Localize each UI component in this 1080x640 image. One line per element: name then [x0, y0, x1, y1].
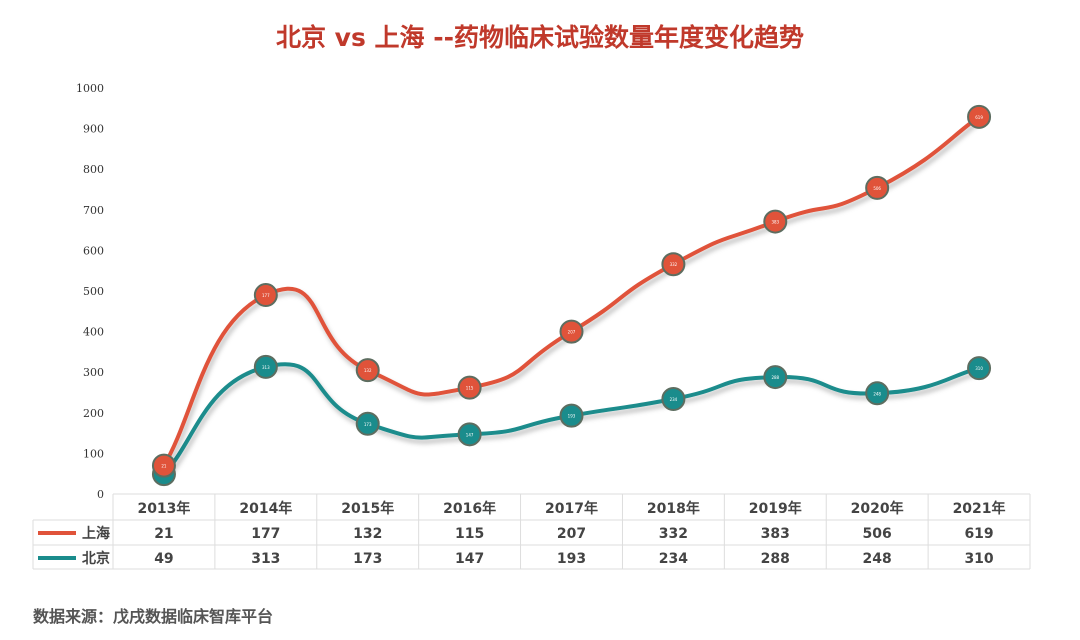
data-point-label: 234: [670, 397, 678, 402]
data-point-label: 173: [364, 422, 372, 427]
x-category-label: 2021年: [953, 500, 1006, 517]
table-cell: 313: [251, 551, 280, 567]
table-cell: 310: [964, 551, 993, 567]
data-point-label: 147: [466, 432, 474, 437]
table-cell: 173: [353, 551, 382, 567]
y-tick-label: 900: [83, 123, 104, 136]
chart-title: 北京 vs 上海 --药物临床试验数量年度变化趋势: [275, 23, 805, 52]
data-point-label: 207: [568, 330, 576, 335]
legend-label: 北京: [82, 550, 110, 567]
data-point[interactable]: [967, 104, 992, 129]
data-point[interactable]: [355, 358, 380, 383]
data-point[interactable]: [457, 375, 482, 400]
data-point[interactable]: [763, 365, 788, 390]
y-tick-label: 700: [83, 204, 104, 217]
table-cell: 115: [455, 526, 484, 542]
x-category-label: 2019年: [749, 500, 802, 517]
table-cell: 248: [863, 551, 892, 567]
table-cell: 383: [761, 526, 790, 542]
data-point[interactable]: [253, 283, 278, 308]
data-point-label: 115: [466, 386, 474, 391]
y-tick-label: 1000: [76, 82, 104, 95]
table-cell: 288: [761, 551, 790, 567]
y-tick-label: 800: [83, 163, 104, 176]
data-point-label: 332: [670, 262, 678, 267]
data-point[interactable]: [151, 453, 176, 478]
data-point[interactable]: [865, 175, 890, 200]
x-category-label: 2015年: [341, 500, 394, 517]
source-note: 数据来源：戊戌数据临床智库平台: [33, 607, 274, 626]
x-category-label: 2014年: [239, 500, 292, 517]
data-point[interactable]: [661, 252, 686, 277]
x-category-label: 2020年: [851, 500, 904, 517]
data-point-label: 288: [771, 375, 779, 380]
table-cell: 193: [557, 551, 586, 567]
data-point-label: 310: [975, 366, 983, 371]
table-cell: 132: [353, 526, 382, 542]
x-category-label: 2018年: [647, 500, 700, 517]
x-category-label: 2016年: [443, 500, 496, 517]
data-point-label: 21: [161, 464, 167, 469]
data-point-label: 619: [975, 115, 983, 120]
data-point-label: 248: [873, 391, 881, 396]
y-tick-label: 500: [83, 285, 104, 298]
data-point[interactable]: [253, 354, 278, 379]
data-point-label: 193: [568, 414, 576, 419]
y-tick-label: 600: [83, 244, 104, 257]
data-point-label: 383: [771, 220, 779, 225]
data-point[interactable]: [661, 386, 686, 411]
data-point[interactable]: [967, 356, 992, 381]
table-cell: 21: [154, 526, 173, 542]
table-cell: 147: [455, 551, 484, 567]
data-point[interactable]: [559, 319, 584, 344]
table-cell: 49: [154, 551, 173, 567]
x-category-label: 2013年: [137, 500, 190, 517]
data-point-label: 506: [873, 186, 881, 191]
table-cell: 207: [557, 526, 586, 542]
table-cell: 619: [964, 526, 993, 542]
y-tick-label: 400: [83, 326, 104, 339]
data-point[interactable]: [865, 381, 890, 406]
table-cell: 332: [659, 526, 688, 542]
y-tick-label: 300: [83, 366, 104, 379]
legend-label: 上海: [82, 525, 110, 542]
data-point-label: 177: [262, 293, 270, 298]
data-point[interactable]: [457, 422, 482, 447]
data-point-label: 132: [364, 368, 372, 373]
table-cell: 506: [863, 526, 892, 542]
data-point[interactable]: [763, 209, 788, 234]
data-point[interactable]: [559, 403, 584, 428]
y-tick-label: 0: [97, 488, 104, 501]
data-point[interactable]: [355, 411, 380, 436]
x-category-label: 2017年: [545, 500, 598, 517]
data-point-label: 313: [262, 365, 270, 370]
table-cell: 177: [251, 526, 280, 542]
series-line-shanghai: [162, 115, 981, 467]
y-tick-label: 200: [83, 407, 104, 420]
table-cell: 234: [659, 551, 688, 567]
y-tick-label: 100: [83, 447, 104, 460]
